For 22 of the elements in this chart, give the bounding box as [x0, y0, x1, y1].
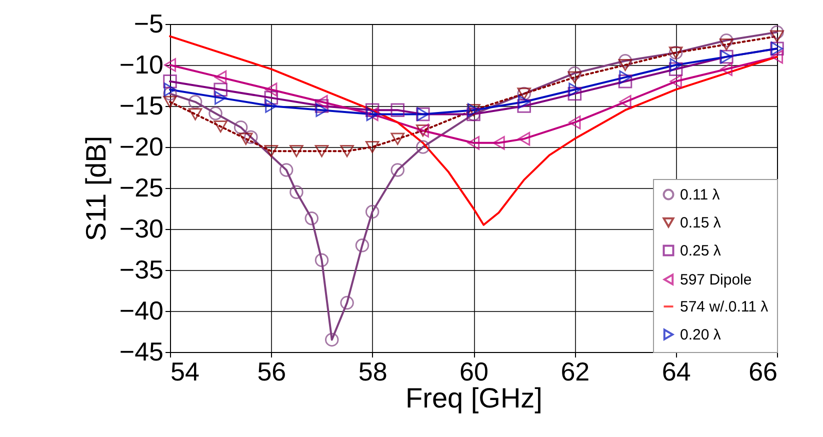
y-tick-label: −30: [119, 214, 164, 244]
x-tick-label: 56: [257, 356, 286, 386]
y-tick-label: −35: [119, 254, 164, 284]
y-tick-label: −45: [119, 336, 164, 366]
x-tick-label: 64: [662, 356, 691, 386]
y-tick-label: −15: [119, 90, 164, 120]
y-tick-label: −25: [119, 172, 164, 202]
legend-label: 0.25 λ: [680, 242, 722, 260]
legend-label: 597 Dipole: [680, 272, 752, 288]
y-tick-label: −20: [119, 132, 164, 162]
legend-label: 0.15 λ: [680, 214, 722, 232]
x-tick-label: 58: [358, 356, 388, 386]
y-axis-title: S11 [dB]: [80, 136, 112, 242]
legend-label: 0.11 λ: [680, 186, 720, 204]
x-tick-label: 62: [560, 356, 590, 386]
y-tick-label: −10: [119, 50, 164, 80]
x-tick-label: 66: [748, 356, 778, 386]
y-tick-label: −5: [134, 8, 164, 38]
legend-label: 0.20 λ: [680, 326, 722, 344]
x-tick-label: 54: [170, 356, 200, 386]
legend-label: 574 w/.0.11 λ: [680, 298, 769, 316]
y-tick-label: −40: [119, 296, 164, 326]
